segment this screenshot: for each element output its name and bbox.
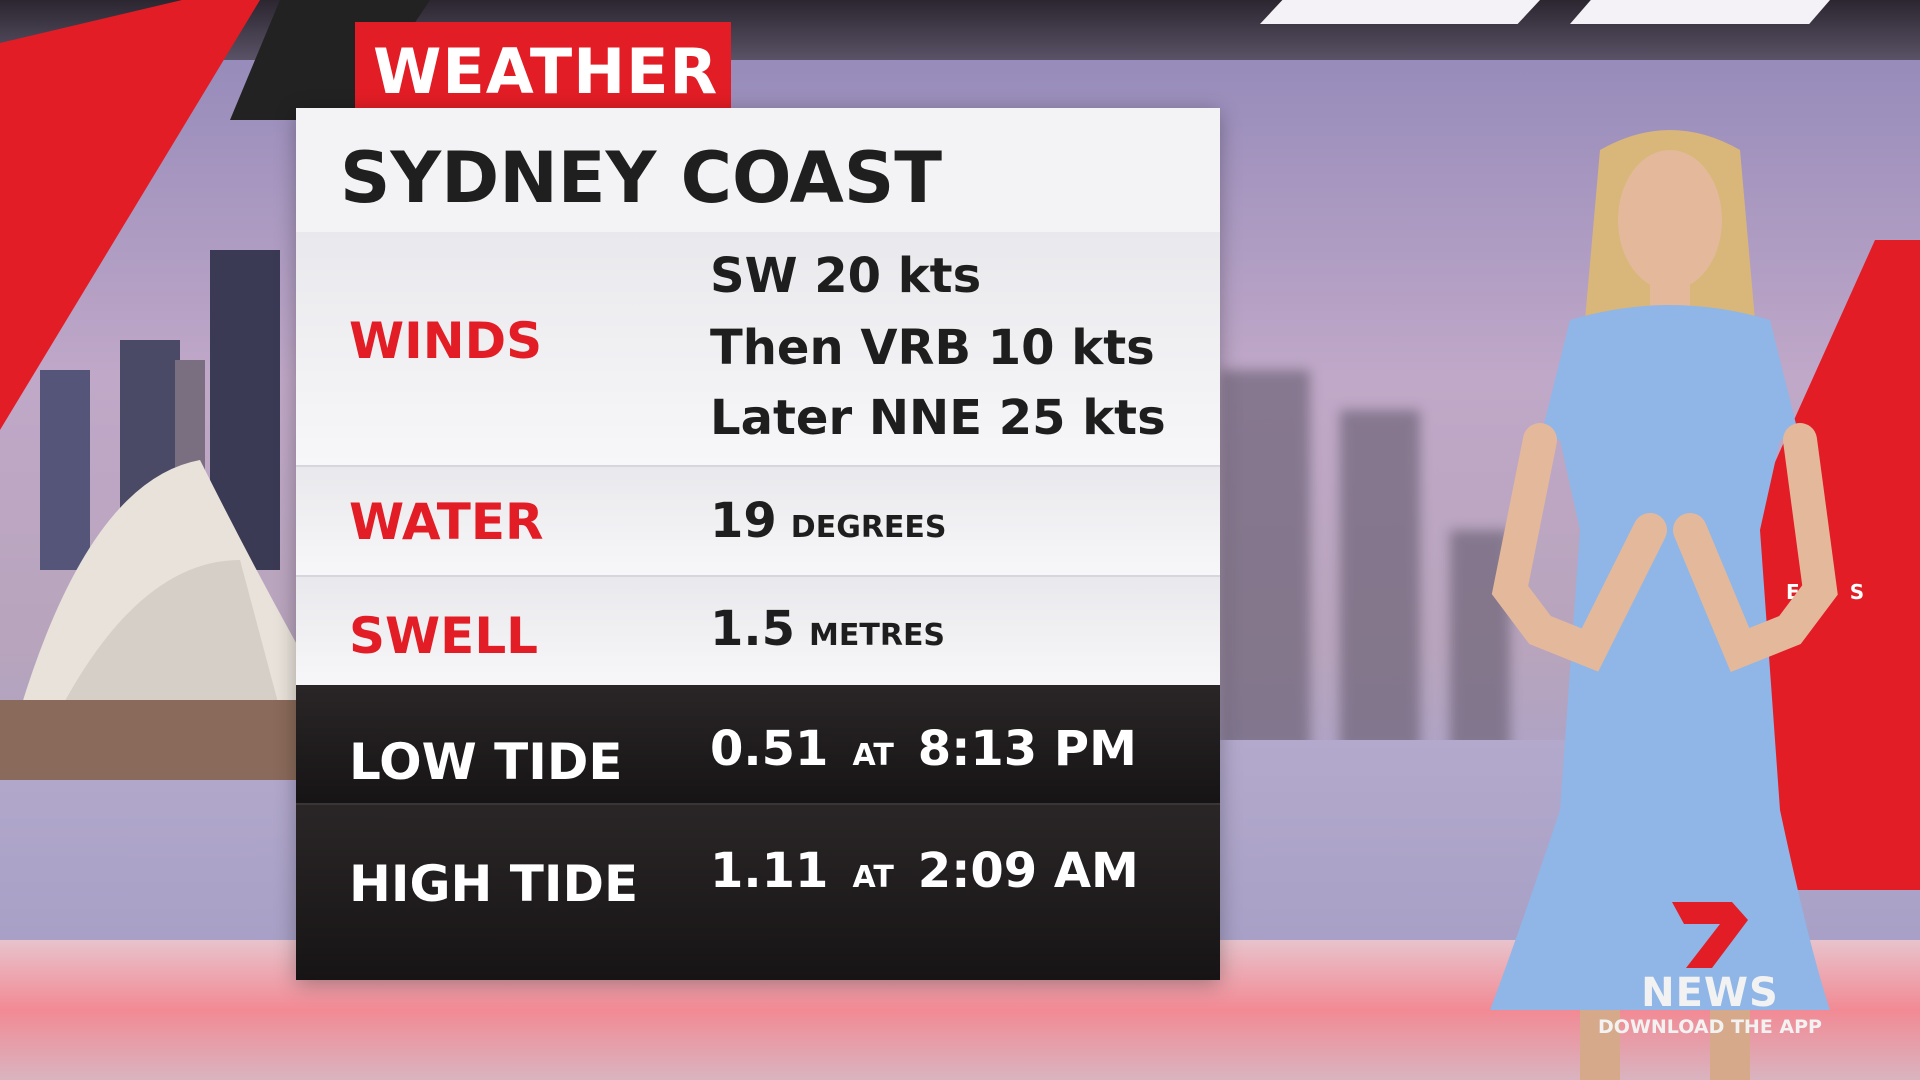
winds-value-2: Then VRB 10 kts [710, 320, 1155, 376]
winds-value-3: Later NNE 25 kts [710, 390, 1166, 446]
logo-news-text: NEWS [1641, 970, 1779, 1016]
presenter-image [1490, 130, 1838, 1080]
low-tide-time: 8:13 PM [917, 721, 1137, 777]
water-value: 19 [710, 493, 777, 549]
weather-board: SYDNEY COAST WINDS SW 20 kts Then VRB 10… [296, 108, 1220, 980]
winds-label: WINDS [349, 312, 543, 370]
ceiling-light [1260, 0, 1540, 24]
winds-value-1: SW 20 kts [710, 248, 982, 304]
swell-unit: METRES [809, 618, 946, 653]
blurred-building [1340, 410, 1420, 750]
board-title: SYDNEY COAST [296, 108, 1220, 232]
winds-row: WINDS SW 20 kts Then VRB 10 kts Later NN… [296, 232, 1220, 465]
low-tide-label: LOW TIDE [349, 733, 623, 791]
blurred-building [1220, 370, 1310, 750]
weather-tag: WEATHER [355, 22, 731, 122]
7news-logo: NEWS DOWNLOAD THE APP [1590, 900, 1830, 1038]
ceiling-light [1570, 0, 1830, 24]
low-tide-at: AT [852, 738, 894, 773]
high-tide-time: 2:09 AM [917, 843, 1139, 899]
seven-logo-mark [1672, 902, 1748, 968]
low-tide-row: LOW TIDE 0.51 AT 8:13 PM [296, 685, 1220, 803]
water-label: WATER [349, 493, 544, 551]
low-tide-value: 0.51 [710, 721, 829, 777]
high-tide-label: HIGH TIDE [349, 855, 639, 913]
high-tide-row: HIGH TIDE 1.11 AT 2:09 AM [296, 803, 1220, 980]
opera-house-skyline-image [0, 250, 320, 780]
high-tide-at: AT [852, 860, 894, 895]
water-unit: DEGREES [790, 510, 947, 545]
swell-value: 1.5 [710, 601, 796, 657]
swell-label: SWELL [349, 607, 539, 665]
swell-row: SWELL 1.5 METRES [296, 575, 1220, 685]
logo-tagline: DOWNLOAD THE APP [1598, 1016, 1822, 1038]
water-row: WATER 19 DEGREES [296, 465, 1220, 575]
high-tide-value: 1.11 [710, 843, 829, 899]
